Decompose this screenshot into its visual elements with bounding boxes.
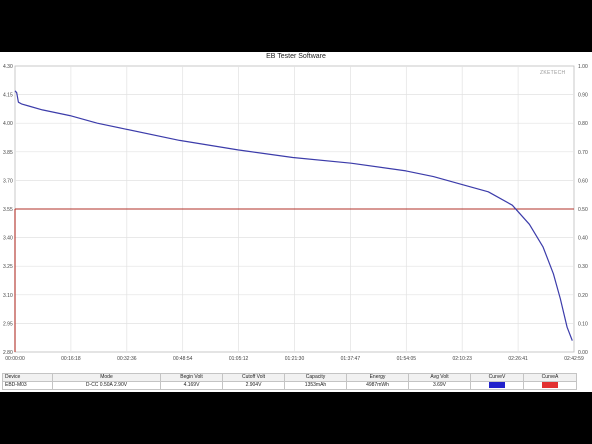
x-tick-label: 02:10:23: [452, 356, 472, 362]
y-left-tick-label: 3.40: [3, 236, 13, 242]
x-tick-label: 01:54:05: [397, 356, 417, 362]
x-tick-label: 01:37:47: [341, 356, 361, 362]
mode-value: D-CC 0.50A 2.90V: [52, 380, 161, 391]
voltage-series-line: [14, 90, 573, 341]
x-tick-label: 01:05:12: [229, 356, 249, 362]
header-begin-volt: Begin Volt: [160, 373, 223, 382]
x-tick-label: 02:42:59: [564, 356, 584, 362]
x-tick-label: 00:00:00: [5, 356, 25, 362]
x-tick-label: 00:32:36: [117, 356, 137, 362]
y-left-tick-label: 4.15: [3, 93, 13, 99]
curve-v-toggle[interactable]: [470, 380, 524, 391]
y-left-tick-label: 3.25: [3, 264, 13, 270]
brand-watermark: ZKETECH: [540, 70, 566, 76]
info-header-row: Device Mode Begin Volt Cutoff Volt Capac…: [2, 373, 577, 382]
y-left-tick-label: 4.30: [3, 64, 13, 70]
x-tick-label: 00:16:18: [61, 356, 81, 362]
header-mode: Mode: [52, 373, 161, 382]
header-curve-a: CurveA: [523, 373, 577, 382]
y-left-tick-label: 2.80: [3, 350, 13, 356]
begin-volt-value: 4.169V: [160, 380, 223, 391]
y-right-tick-label: 0.40: [578, 236, 588, 242]
x-tick-label: 02:26:41: [508, 356, 528, 362]
x-tick-label: 00:48:54: [173, 356, 193, 362]
y-right-tick-label: 0.70: [578, 150, 588, 156]
y-left-tick-label: 4.00: [3, 121, 13, 127]
curve-a-color-swatch[interactable]: [542, 382, 558, 388]
y-left-tick-label: 2.95: [3, 321, 13, 327]
discharge-chart: 00:00:00 00:16:18 00:32:36 00:48:54 01:05:12…: [3, 64, 588, 362]
header-curve-v: CurveV: [470, 373, 524, 382]
x-tick-label: 01:21:30: [285, 356, 305, 362]
y-right-tick-label: 0.20: [578, 293, 588, 299]
y-right-tick-label: 0.60: [578, 178, 588, 184]
avg-volt-value: 3.69V: [408, 380, 471, 391]
y-right-tick-label: 1.00: [578, 64, 588, 70]
y-right-tick-label: 0.80: [578, 121, 588, 127]
y-left-tick-label: 3.85: [3, 150, 13, 156]
device-value: EBD-M03: [2, 380, 53, 391]
y-right-tick-label: 0.50: [578, 207, 588, 213]
cutoff-volt-value: 2.904V: [222, 380, 285, 391]
y-left-tick-label: 3.10: [3, 293, 13, 299]
header-avg-volt: Avg Volt: [408, 373, 471, 382]
capacity-value: 1353mAh: [284, 380, 347, 391]
y-right-tick-label: 0.30: [578, 264, 588, 270]
eb-tester-window: EB Tester Software 00:00:00 00:16:18 00:32…: [0, 52, 592, 392]
header-device: Device: [2, 373, 53, 382]
header-energy: Energy: [346, 373, 409, 382]
y-right-tick-label: 0.90: [578, 93, 588, 99]
info-value-row: EBD-M03 D-CC 0.50A 2.90V 4.169V 2.904V 1…: [2, 380, 577, 391]
y-left-tick-label: 3.55: [3, 207, 13, 213]
curve-v-color-swatch[interactable]: [489, 382, 505, 388]
energy-value: 4987mWh: [346, 380, 409, 391]
window-title: EB Tester Software: [266, 53, 326, 60]
header-capacity: Capacity: [284, 373, 347, 382]
header-cutoff-volt: Cutoff Volt: [222, 373, 285, 382]
y-right-tick-label: 0.10: [578, 321, 588, 327]
curve-a-toggle[interactable]: [523, 380, 577, 391]
test-info-table: Device Mode Begin Volt Cutoff Volt Capac…: [2, 373, 577, 391]
y-right-tick-label: 0.00: [578, 350, 588, 356]
y-left-tick-label: 3.70: [3, 178, 13, 184]
